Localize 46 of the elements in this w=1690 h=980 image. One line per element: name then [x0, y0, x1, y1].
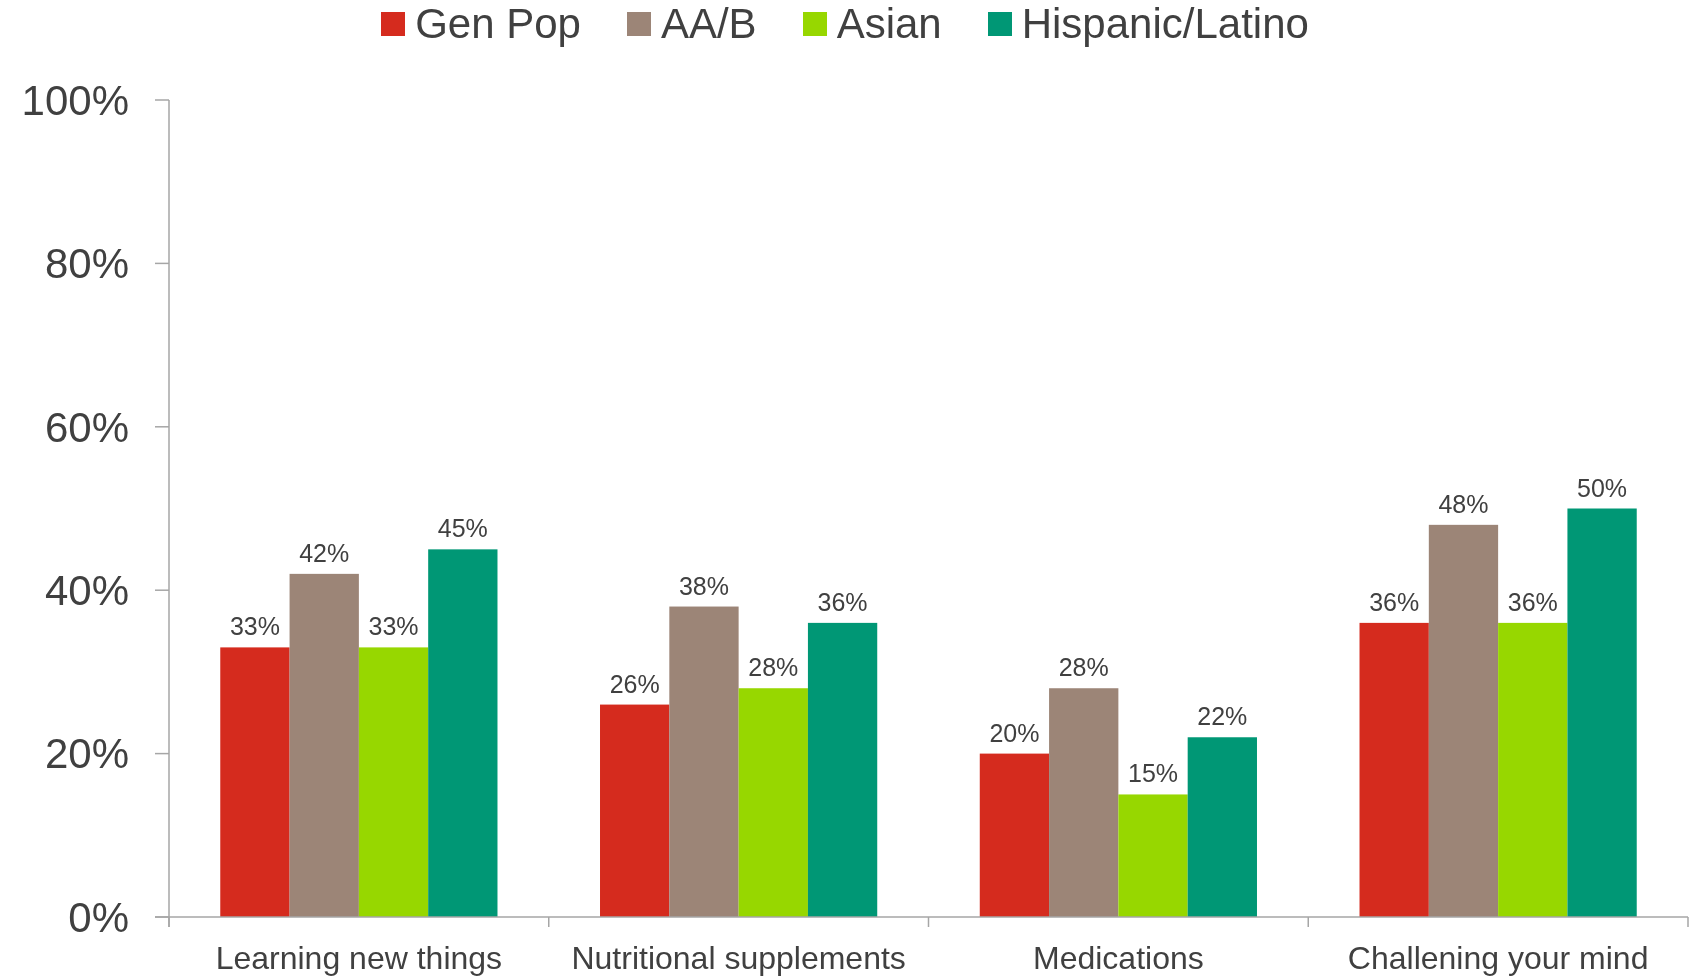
- y-tick-label: 20%: [44, 730, 129, 778]
- bar: [1187, 737, 1257, 917]
- data-label: 33%: [368, 612, 419, 641]
- data-label: 28%: [1058, 653, 1109, 682]
- bar: [1428, 524, 1499, 917]
- x-tick-label: Learning new things: [215, 940, 503, 976]
- data-label: 38%: [678, 571, 729, 600]
- data-label: 15%: [1128, 759, 1179, 788]
- bar: [1049, 688, 1119, 917]
- legend-label: Gen Pop: [415, 0, 581, 48]
- bar: [220, 647, 290, 917]
- x-tick-label: Medications: [1033, 940, 1204, 976]
- legend-label: Asian: [836, 0, 942, 48]
- bar: [669, 606, 739, 917]
- bar: [600, 704, 670, 917]
- bar: [289, 573, 359, 917]
- bar: [1359, 622, 1429, 917]
- data-label: 20%: [989, 718, 1040, 747]
- bar: [358, 647, 429, 917]
- y-tick-label: 0%: [68, 893, 129, 941]
- data-label: 36%: [817, 587, 868, 616]
- data-label: 50%: [1577, 473, 1628, 502]
- x-tick-label: Challening your mind: [1347, 940, 1649, 976]
- bar: [979, 753, 1050, 917]
- legend-label: Hispanic/Latino: [1021, 0, 1309, 48]
- bar: [1118, 794, 1188, 917]
- y-tick-label: 100%: [21, 76, 129, 124]
- data-label: 36%: [1369, 587, 1420, 616]
- y-tick-label: 60%: [44, 403, 129, 451]
- data-label: 22%: [1197, 702, 1248, 731]
- bar: [807, 622, 878, 917]
- data-label: 48%: [1438, 489, 1489, 518]
- data-label: 28%: [748, 653, 799, 682]
- y-tick-label: 80%: [44, 240, 129, 288]
- bar: [1567, 508, 1637, 917]
- data-label: 45%: [437, 514, 488, 543]
- bar: [738, 688, 808, 917]
- data-label: 36%: [1507, 587, 1558, 616]
- data-label: 26%: [609, 669, 660, 698]
- data-label: 33%: [229, 612, 280, 641]
- x-tick-label: Nutritional supplements: [571, 940, 906, 976]
- bar: [428, 549, 498, 917]
- y-tick-label: 40%: [44, 566, 129, 614]
- bar: [1498, 622, 1568, 917]
- legend-label: AA/B: [660, 0, 757, 48]
- data-label: 42%: [299, 538, 350, 567]
